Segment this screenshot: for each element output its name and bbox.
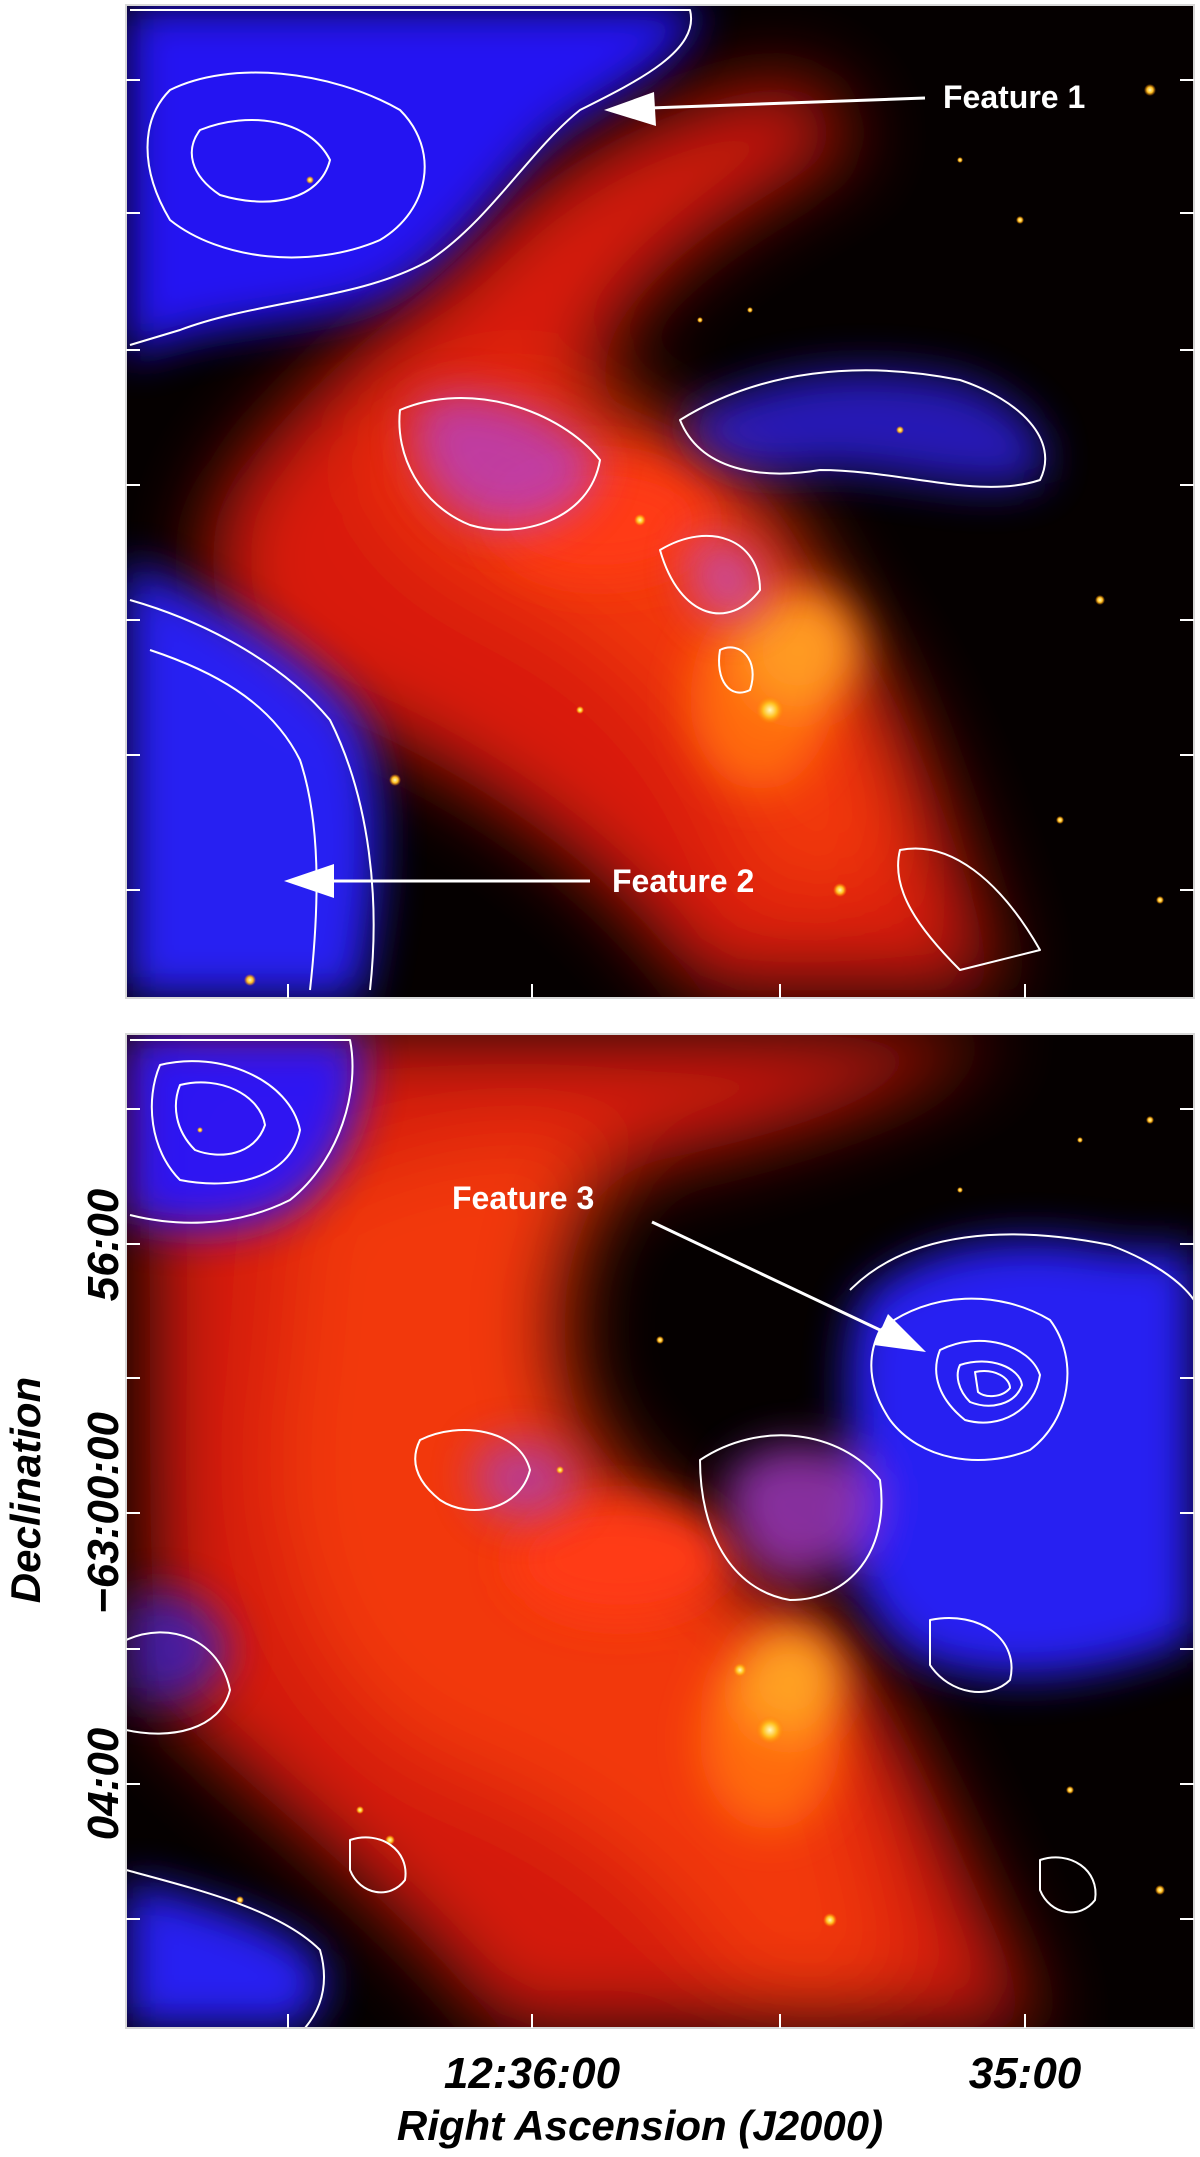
y-tick-label-63: −63:00:00 — [79, 1412, 128, 1614]
feature-2-annotation — [284, 864, 590, 898]
x-tick-label-1236: 12:36:00 — [444, 2049, 621, 2098]
bottom-panel-image — [126, 1034, 1194, 2028]
x-axis-label: Right Ascension (J2000) — [397, 2102, 883, 2149]
y-axis-label: Declination — [2, 1377, 49, 1603]
feature-3-label: Feature 3 — [452, 1180, 594, 1216]
y-tick-label-56: 56:00 — [79, 1188, 128, 1301]
feature-1-label: Feature 1 — [943, 79, 1085, 115]
feature-1-annotation — [604, 92, 926, 126]
feature-3-annotation — [651, 1220, 926, 1352]
bottom-panel-frame — [125, 1033, 1195, 2029]
star-field — [244, 84, 1164, 986]
star-field-bottom — [197, 1116, 1165, 1927]
feature-2-label: Feature 2 — [612, 863, 754, 899]
x-tick-label-35: 35:00 — [969, 2049, 1082, 2098]
top-panel-image — [126, 5, 1194, 998]
top-panel: Feature 1 Feature 2 — [125, 4, 1195, 999]
bottom-panel: Feature 3 — [125, 1033, 1195, 2029]
y-axis: Declination 56:00 −63:00:00 04:00 — [2, 1188, 128, 1840]
contour-lines-bottom — [126, 1039, 1194, 2028]
contour-lines — [129, 9, 1047, 991]
bottom-panel-ticks — [126, 1108, 1194, 2028]
x-axis: 12:36:00 35:00 Right Ascension (J2000) — [397, 2049, 1082, 2149]
top-panel-ticks — [126, 79, 1194, 998]
top-panel-frame — [125, 4, 1195, 999]
y-tick-label-04: 04:00 — [79, 1727, 128, 1840]
